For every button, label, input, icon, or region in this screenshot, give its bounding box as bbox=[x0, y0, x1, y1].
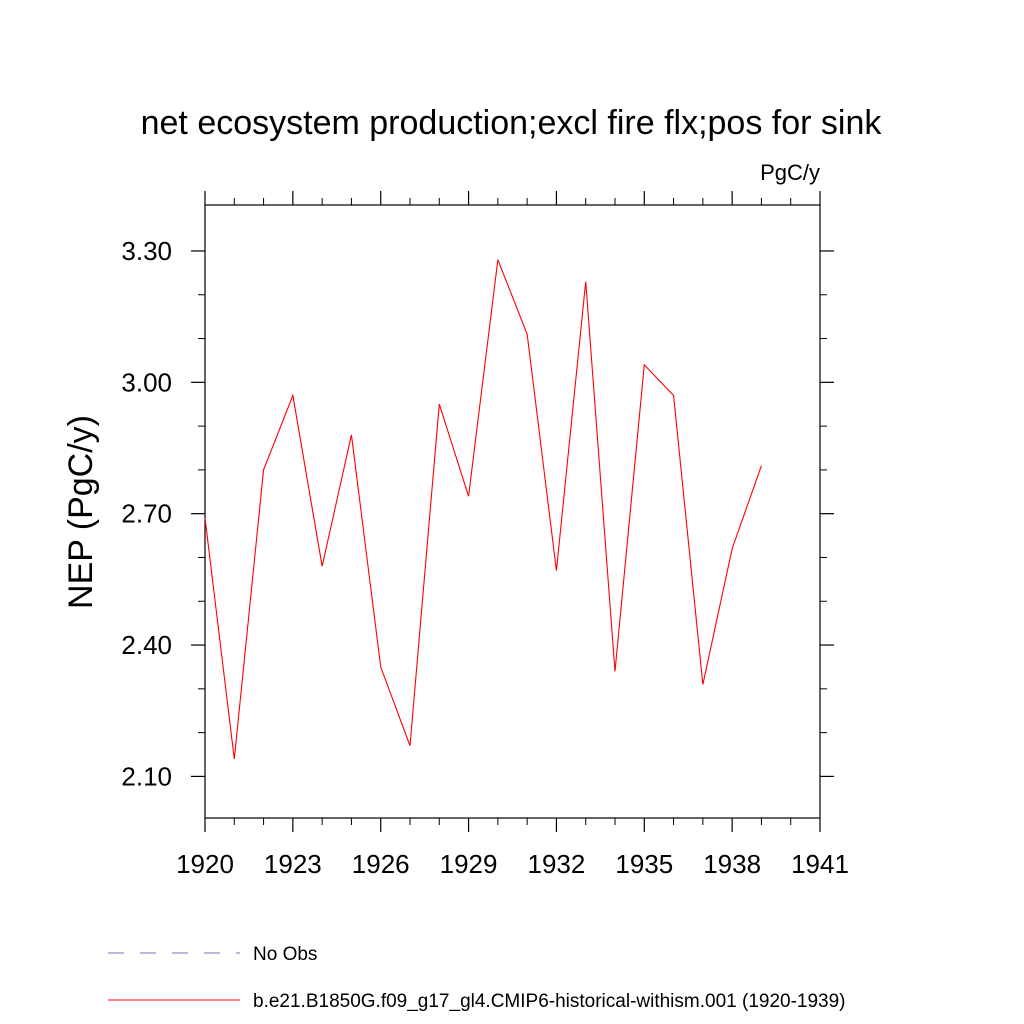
x-tick-label: 1929 bbox=[440, 849, 498, 879]
x-tick-label: 1932 bbox=[528, 849, 586, 879]
y-tick-label: 3.00 bbox=[121, 367, 172, 397]
y-tick-label: 2.70 bbox=[121, 499, 172, 529]
units-label: PgC/y bbox=[760, 160, 820, 185]
y-tick-label: 3.30 bbox=[121, 236, 172, 266]
x-tick-label: 1926 bbox=[352, 849, 410, 879]
plot-frame bbox=[204, 204, 821, 819]
y-tick-label: 2.40 bbox=[121, 630, 172, 660]
x-tick-label: 1935 bbox=[615, 849, 673, 879]
series-layer bbox=[204, 259, 762, 759]
legend-label-model-run: b.e21.B1850G.f09_g17_gl4.CMIP6-historica… bbox=[253, 991, 846, 1012]
x-axis-tick-labels: 1920 1923 1926 1929 1932 1935 1938 1941 bbox=[176, 849, 849, 879]
y-axis-label: NEP (PgC/y) bbox=[62, 415, 100, 609]
y-tick-label: 2.10 bbox=[121, 761, 172, 791]
legend: No Obs b.e21.B1850G.f09_g17_gl4.CMIP6-hi… bbox=[108, 944, 846, 1012]
x-tick-label: 1923 bbox=[264, 849, 322, 879]
x-axis-ticks bbox=[204, 191, 821, 832]
legend-label-no-obs: No Obs bbox=[253, 944, 317, 965]
x-tick-label: 1920 bbox=[176, 849, 234, 879]
y-axis-ticks bbox=[191, 250, 834, 778]
x-tick-label: 1938 bbox=[703, 849, 761, 879]
x-tick-label: 1941 bbox=[791, 849, 849, 879]
chart-title: net ecosystem production;excl fire flx;p… bbox=[141, 104, 883, 142]
y-axis-tick-labels: 2.10 2.40 2.70 3.00 3.30 bbox=[121, 236, 172, 791]
series-line-0 bbox=[204, 259, 762, 759]
